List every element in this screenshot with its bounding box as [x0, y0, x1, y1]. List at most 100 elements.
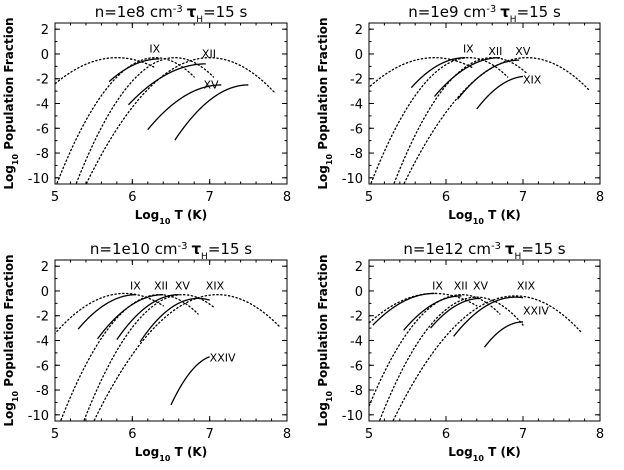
title-sub: H — [196, 15, 203, 25]
x-tick-label: 5 — [51, 427, 59, 442]
y-tick-label: -10 — [342, 409, 363, 424]
ion-label-xii: XII — [154, 280, 168, 293]
title-n: n=1e10 cm — [90, 240, 178, 258]
y-tick-label: -4 — [36, 335, 49, 350]
y-tick-label: -2 — [36, 73, 49, 88]
title-exp: -3 — [177, 241, 187, 252]
chart-panel-3: n=1e10 cm-3 τH=15 s IX XII XV XIX XXIV 5 6 7 8 2 0 -2… — [2, 240, 291, 463]
x-axis-label-part: T (K) — [484, 208, 521, 222]
solid-curve-xii — [97, 294, 164, 340]
y-tick-label: -6 — [36, 359, 49, 374]
chart-panel-1: n=1e8 cm-3 τH=15 s IX XII XV 5 6 7 8 2 0 -2 -4 -6 -8 -1… — [2, 3, 291, 226]
x-tick-label: 5 — [365, 190, 373, 205]
title-exp: -3 — [491, 241, 501, 252]
ion-label-xix: XIX — [523, 74, 542, 87]
y-tick-label: -8 — [350, 147, 363, 162]
ion-label-xv: XV — [473, 280, 489, 293]
ion-label-xix: XIX — [206, 280, 225, 293]
y-tick-label: -2 — [36, 310, 49, 325]
title-n: n=1e12 cm — [403, 240, 491, 258]
x-axis-label: Log10 T (K) — [135, 445, 207, 463]
solid-curve-ix — [372, 292, 435, 326]
x-tick-label: 8 — [283, 427, 291, 442]
title-sub: H — [201, 252, 208, 262]
x-axis-label-part: 10 — [473, 217, 485, 226]
y-tick-label: -8 — [36, 147, 49, 162]
y-axis-label-part: Population Fraction — [2, 254, 16, 391]
y-axis-label-part: Population Fraction — [316, 17, 330, 154]
ion-label-xv: XV — [203, 79, 219, 92]
solid-curve-ix — [77, 294, 137, 330]
title-tau: τ — [187, 3, 197, 21]
dotted-curve-3 — [393, 57, 528, 184]
y-tick-label: -8 — [350, 384, 363, 399]
ion-label-xii: XII — [202, 48, 216, 61]
y-axis-label-part: 10 — [325, 154, 334, 166]
solid-curve-xix — [453, 296, 524, 337]
dotted-curve-2 — [370, 57, 509, 184]
x-axis-label-part: Log — [135, 445, 159, 459]
solid-curve-xxiv — [483, 321, 523, 348]
x-tick-label: 6 — [128, 190, 136, 205]
y-axis-label: Log10 Population Fraction — [2, 17, 20, 189]
dotted-curve-4 — [85, 57, 277, 184]
y-tick-label: -10 — [28, 172, 49, 187]
ion-label-ix: IX — [149, 43, 160, 56]
y-axis-label: Log10 Population Fraction — [316, 254, 334, 426]
x-tick-label: 6 — [442, 190, 450, 205]
title-val: =15 s — [208, 240, 252, 258]
panel-title: n=1e12 cm-3 τH=15 s — [403, 240, 565, 262]
title-tau: τ — [500, 3, 510, 21]
y-tick-label: -10 — [28, 409, 49, 424]
x-tick-label: 7 — [519, 190, 527, 205]
x-tick-label: 8 — [596, 427, 604, 442]
x-tick-label: 8 — [596, 190, 604, 205]
x-tick-label: 6 — [128, 427, 136, 442]
x-axis-label: Log10 T (K) — [135, 208, 207, 226]
x-tick-label: 8 — [283, 190, 291, 205]
y-tick-label: -8 — [36, 384, 49, 399]
x-axis-label-part: Log — [448, 445, 472, 459]
y-tick-label: 2 — [355, 260, 363, 275]
y-axis-label-part: Log — [2, 165, 16, 189]
axes-frame — [54, 22, 288, 185]
ion-label-ix: IX — [463, 43, 474, 56]
dotted-curve-4 — [93, 294, 280, 421]
dotted-curve-2 — [369, 294, 501, 408]
y-axis-label-part: Log — [316, 402, 330, 426]
solid-curve-ix — [410, 57, 466, 89]
x-tick-label: 7 — [206, 427, 214, 442]
dotted-curve-2 — [59, 294, 199, 421]
plot-area — [369, 292, 582, 421]
x-tick-label: 7 — [519, 427, 527, 442]
chart-panel-4: n=1e12 cm-3 τH=15 s IX XII XV XIX XXIV 5 6 7 8 2 0 -2… — [316, 240, 604, 463]
x-tick-label: 7 — [206, 190, 214, 205]
y-tick-label: 2 — [41, 23, 49, 38]
x-axis-label: Log10 T (K) — [448, 445, 520, 463]
solid-curve-4 — [174, 84, 249, 141]
y-tick-label: -2 — [350, 73, 363, 88]
x-axis-label-part: 10 — [159, 454, 171, 463]
dotted-curve-3 — [378, 296, 524, 421]
x-tick-label: 6 — [442, 427, 450, 442]
ion-label-ix: IX — [432, 280, 443, 293]
plot-area — [55, 57, 277, 184]
x-axis-label-part: 10 — [473, 454, 485, 463]
x-axis-label-part: 10 — [159, 217, 171, 226]
y-tick-label: -6 — [350, 359, 363, 374]
solid-curve-xix — [476, 75, 524, 110]
x-axis-label: Log10 T (K) — [448, 208, 520, 226]
ion-label-xv: XV — [175, 280, 191, 293]
solid-curve-xix — [139, 297, 210, 343]
solid-curve-xv — [430, 297, 481, 329]
dotted-curve-3 — [83, 294, 215, 421]
y-tick-label: -2 — [350, 310, 363, 325]
y-axis-label-part: Population Fraction — [2, 17, 16, 154]
solid-curve-ix — [108, 58, 160, 83]
y-tick-label: 0 — [41, 285, 49, 300]
y-tick-label: 2 — [355, 23, 363, 38]
solid-curve-xii — [403, 295, 462, 331]
dotted-curve-1 — [369, 292, 478, 324]
ion-label-xix: XIX — [517, 280, 536, 293]
